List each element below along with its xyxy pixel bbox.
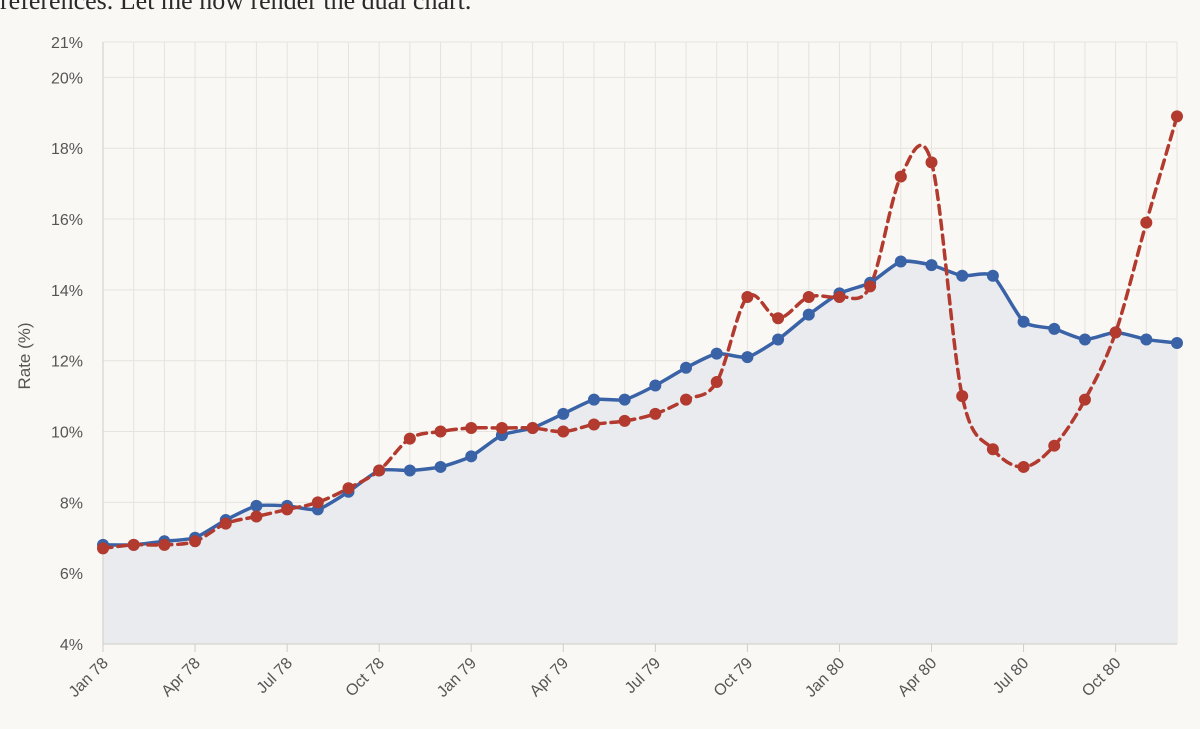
x-tick-label: Oct 78 [343, 655, 388, 700]
data-point-series-2 [741, 290, 754, 303]
data-point-series-2 [802, 290, 815, 303]
data-point-series-2 [250, 510, 263, 523]
data-point-series-1 [1171, 337, 1183, 349]
data-point-series-2 [127, 538, 140, 551]
y-tick-label: 20% [51, 70, 83, 87]
data-point-series-1 [986, 269, 999, 282]
data-points [97, 110, 1183, 555]
x-tick-label: Oct 79 [711, 655, 756, 700]
data-point-series-1 [403, 464, 416, 477]
data-point-series-1 [1048, 322, 1061, 335]
data-point-series-2 [1078, 393, 1091, 406]
x-tick-label: Apr 78 [159, 655, 204, 700]
data-point-series-1 [1078, 333, 1091, 346]
data-point-series-2 [864, 280, 877, 293]
data-point-series-1 [710, 347, 723, 360]
data-point-series-1 [680, 361, 693, 374]
area-fill [103, 261, 1177, 644]
data-point-series-1 [618, 393, 631, 406]
series-area-1 [103, 261, 1177, 644]
data-point-series-2 [1048, 439, 1061, 452]
data-point-series-2 [189, 535, 202, 548]
data-point-series-2 [618, 414, 631, 427]
x-tick-label: Apr 80 [895, 655, 940, 700]
data-point-series-1 [772, 333, 785, 346]
data-point-series-1 [741, 351, 754, 364]
data-point-series-2 [281, 503, 294, 516]
data-point-series-2 [894, 170, 907, 183]
data-point-series-2 [495, 421, 508, 434]
x-tick-label: Oct 80 [1079, 655, 1124, 700]
x-tick-label: Jan 80 [802, 655, 848, 701]
x-tick-label: Apr 79 [527, 655, 572, 700]
y-axis-title: Rate (%) [15, 322, 34, 389]
data-point-series-1 [649, 379, 662, 392]
data-point-series-2 [1109, 326, 1122, 339]
data-point-series-1 [465, 450, 478, 463]
data-point-series-2 [680, 393, 693, 406]
data-point-series-2 [956, 390, 969, 403]
data-point-series-1 [1140, 333, 1153, 346]
data-point-series-1 [250, 499, 263, 512]
x-tick-label: Jul 80 [990, 655, 1032, 697]
y-tick-label: 18% [51, 141, 83, 158]
data-point-series-2 [986, 443, 999, 456]
data-point-series-1 [802, 308, 815, 321]
data-point-series-2 [710, 375, 723, 388]
data-point-series-2 [434, 425, 447, 438]
x-tick-label: Jan 79 [434, 655, 480, 701]
y-tick-label: 4% [60, 637, 83, 654]
data-point-series-2 [925, 156, 938, 169]
data-point-series-2 [311, 496, 324, 509]
data-point-series-2 [526, 421, 539, 434]
y-tick-label: 6% [60, 566, 83, 583]
data-point-series-2 [373, 464, 386, 477]
data-point-series-2 [97, 542, 109, 555]
data-point-series-2 [158, 538, 171, 551]
y-tick-label: 10% [51, 425, 83, 442]
data-point-series-2 [557, 425, 570, 438]
y-tick-label: 16% [51, 212, 83, 229]
data-point-series-2 [403, 432, 416, 445]
data-point-series-2 [1171, 110, 1183, 123]
data-point-series-1 [956, 269, 969, 282]
x-tick-label: Jul 79 [622, 655, 664, 697]
x-tick-label: Jul 78 [254, 655, 296, 697]
data-point-series-2 [649, 407, 662, 420]
y-tick-label: 14% [51, 283, 83, 300]
y-tick-label: 21% [51, 35, 83, 52]
data-point-series-1 [925, 259, 938, 272]
data-point-series-2 [772, 312, 785, 325]
data-point-series-1 [587, 393, 600, 406]
preceding-text: references. Let me now render the dual c… [0, 0, 472, 15]
x-tick-label: Jan 78 [66, 655, 112, 701]
data-point-series-1 [557, 407, 570, 420]
data-point-series-1 [434, 460, 447, 473]
data-point-series-1 [894, 255, 907, 268]
data-point-series-2 [833, 290, 846, 303]
data-point-series-2 [587, 418, 600, 431]
y-tick-label: 12% [51, 354, 83, 371]
data-point-series-2 [219, 517, 232, 530]
data-point-series-2 [1017, 460, 1030, 473]
y-tick-label: 8% [60, 495, 83, 512]
data-point-series-2 [465, 421, 478, 434]
data-point-series-1 [1017, 315, 1030, 328]
data-point-series-2 [1140, 216, 1153, 229]
data-point-series-2 [342, 482, 355, 495]
